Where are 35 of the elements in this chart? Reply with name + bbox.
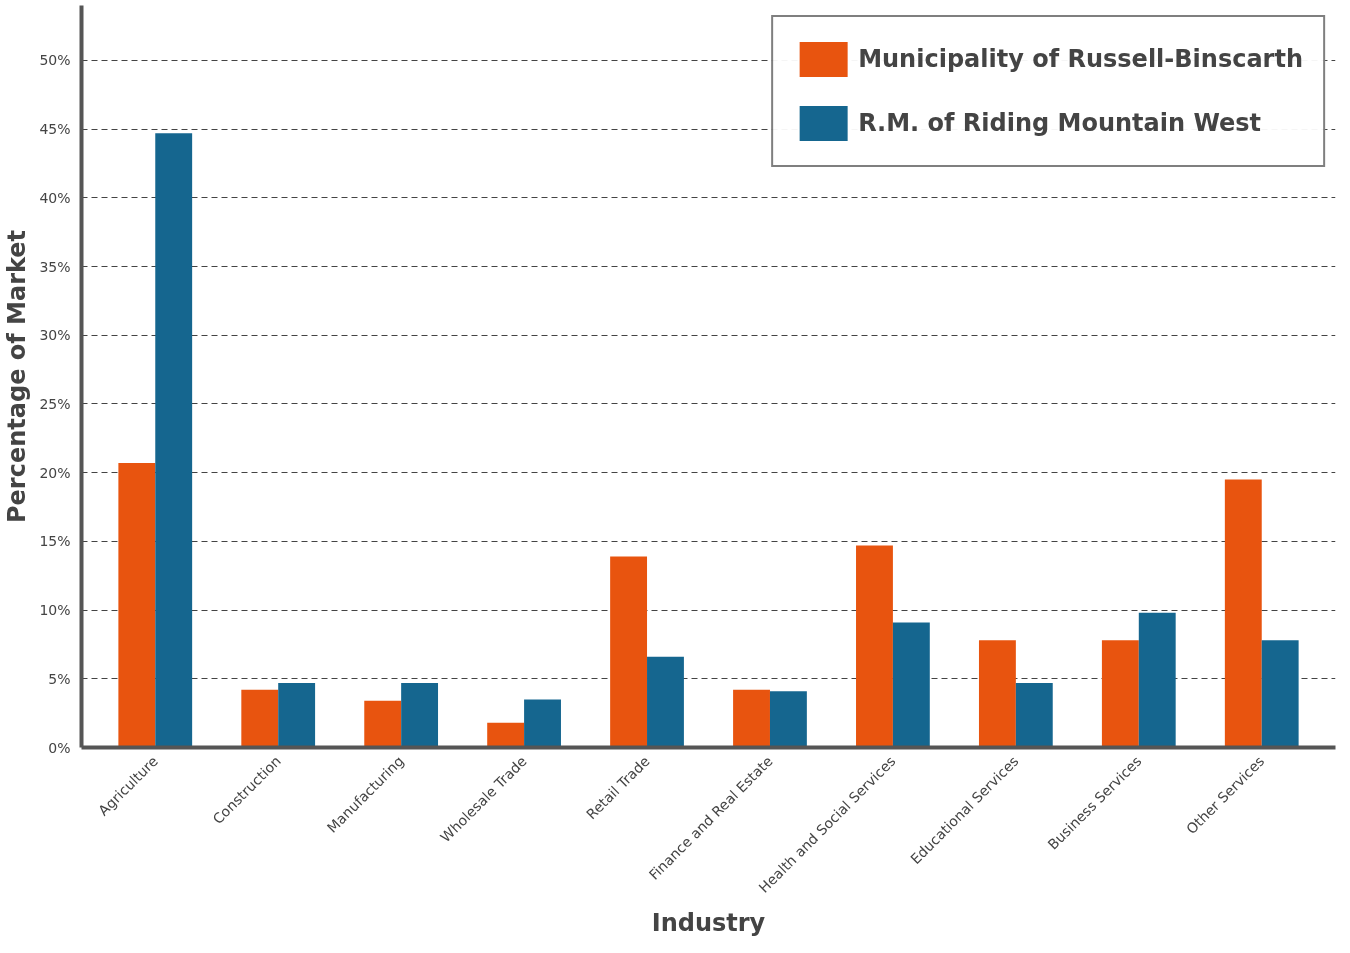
bar [647,656,684,748]
bar [401,682,439,748]
y-tick-label: 20% [39,464,71,481]
y-tick-label: 40% [39,189,71,206]
y-tick-label: 50% [39,52,71,69]
y-tick-label: 35% [39,258,71,275]
y-tick-label: 45% [39,121,71,138]
y-tick-label: 0% [48,739,71,756]
bar [1015,682,1053,748]
bar [1101,640,1139,748]
bar [610,556,648,748]
bar [1224,479,1262,748]
legend-label: R.M. of Riding Mountain West [858,109,1262,137]
y-axis-title: Percentage of Market [3,229,32,524]
x-axis-title: Industry [651,909,766,938]
y-tick-label: 5% [48,670,71,687]
legend-label: Municipality of Russell-Binscarth [858,45,1303,73]
bar [733,689,770,748]
bar [1138,612,1176,748]
y-tick-label: 30% [39,327,71,344]
bar [155,133,193,748]
bar [978,640,1016,748]
bar [856,545,893,748]
bar [892,622,930,748]
y-tick-label: 15% [39,533,71,550]
bar [364,700,402,748]
bar [769,691,807,748]
bar [1261,640,1299,748]
bar [278,682,316,748]
y-tick-label: 10% [39,602,71,619]
bar [118,463,156,748]
bar [524,699,561,748]
bar [487,722,525,748]
bar [241,689,279,748]
y-tick-label: 25% [39,395,71,412]
